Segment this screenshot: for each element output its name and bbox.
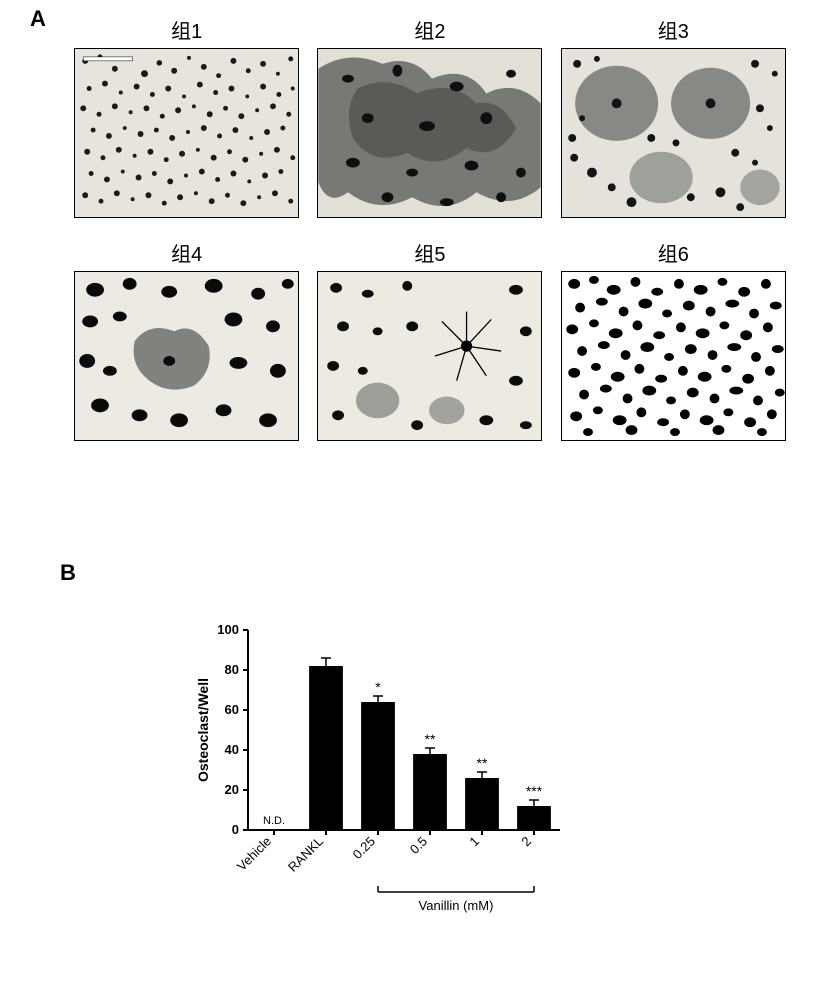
micrograph-grid: 组1 [70,15,790,441]
micrograph-title: 组6 [658,238,689,267]
svg-text:*: * [375,679,381,695]
micrograph-title: 组3 [658,15,689,44]
svg-text:60: 60 [225,702,239,717]
svg-text:**: ** [425,731,436,747]
bar-chart: 020406080100Osteoclast/WellN.D.********V… [190,620,570,965]
panel-b-label: B [60,560,76,586]
micrograph-image [317,271,542,441]
svg-text:2: 2 [518,834,534,850]
micrograph-cell: 组1 [70,15,303,218]
svg-text:0: 0 [232,822,239,837]
micrograph-title: 组1 [171,15,202,44]
micrograph-cell: 组2 [313,15,546,218]
micrograph-cell: 组6 [557,238,790,441]
micrograph-title: 组5 [414,238,445,267]
micrograph-image [74,271,299,441]
svg-text:0.5: 0.5 [407,834,430,857]
micrograph-title: 组4 [171,238,202,267]
svg-text:**: ** [477,755,488,771]
svg-text:Vehicle: Vehicle [234,834,274,874]
panel-a-label: A [30,6,46,32]
svg-text:20: 20 [225,782,239,797]
svg-text:***: *** [526,783,543,799]
svg-text:Osteoclast/Well: Osteoclast/Well [195,678,211,782]
svg-text:100: 100 [217,622,239,637]
svg-text:80: 80 [225,662,239,677]
svg-text:1: 1 [466,834,482,850]
micrograph-image [561,271,786,441]
svg-text:N.D.: N.D. [263,815,285,827]
micrograph-cell: 组5 [313,238,546,441]
svg-text:RANKL: RANKL [285,834,326,875]
micrograph-cell: 组4 [70,238,303,441]
micrograph-image [561,48,786,218]
micrograph-title: 组2 [414,15,445,44]
micrograph-cell: 组3 [557,15,790,218]
micrograph-image [317,48,542,218]
svg-text:Vanillin (mM): Vanillin (mM) [419,898,494,913]
bar-chart-svg: 020406080100Osteoclast/WellN.D.********V… [190,620,570,960]
micrograph-image [74,48,299,218]
svg-text:0.25: 0.25 [350,834,379,863]
svg-text:40: 40 [225,742,239,757]
panel-a: 组1 [70,15,790,441]
